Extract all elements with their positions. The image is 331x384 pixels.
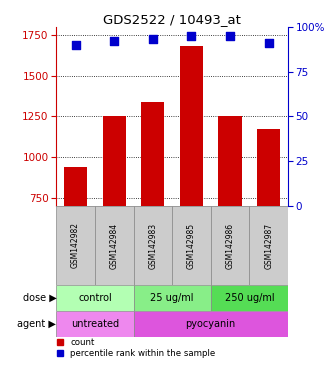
Bar — [257, 129, 280, 206]
Bar — [249, 206, 288, 285]
Text: dose ▶: dose ▶ — [23, 293, 56, 303]
Legend: count, percentile rank within the sample: count, percentile rank within the sample — [57, 338, 215, 358]
Bar — [172, 206, 211, 285]
Text: 250 ug/ml: 250 ug/ml — [224, 293, 274, 303]
Title: GDS2522 / 10493_at: GDS2522 / 10493_at — [103, 13, 241, 26]
Text: GSM142987: GSM142987 — [264, 222, 273, 268]
Text: GSM142984: GSM142984 — [110, 222, 119, 268]
Text: agent ▶: agent ▶ — [18, 319, 56, 329]
Bar — [133, 311, 288, 337]
Bar — [211, 206, 249, 285]
Bar — [103, 116, 126, 206]
Text: pyocyanin: pyocyanin — [186, 319, 236, 329]
Bar — [180, 46, 203, 206]
Point — [150, 36, 156, 43]
Bar — [218, 116, 242, 206]
Bar — [211, 285, 288, 311]
Bar — [133, 206, 172, 285]
Text: control: control — [78, 293, 112, 303]
Point — [189, 33, 194, 39]
Bar — [64, 167, 87, 206]
Bar — [141, 102, 165, 206]
Bar — [56, 285, 133, 311]
Bar — [95, 206, 133, 285]
Point — [112, 38, 117, 44]
Text: 25 ug/ml: 25 ug/ml — [150, 293, 194, 303]
Point — [266, 40, 271, 46]
Text: GSM142983: GSM142983 — [148, 222, 157, 268]
Text: GSM142985: GSM142985 — [187, 222, 196, 268]
Text: GSM142982: GSM142982 — [71, 222, 80, 268]
Text: untreated: untreated — [71, 319, 119, 329]
Bar — [56, 206, 95, 285]
Text: GSM142986: GSM142986 — [225, 222, 235, 268]
Point — [73, 42, 78, 48]
Bar — [133, 285, 211, 311]
Bar — [56, 311, 133, 337]
Point — [227, 33, 233, 39]
